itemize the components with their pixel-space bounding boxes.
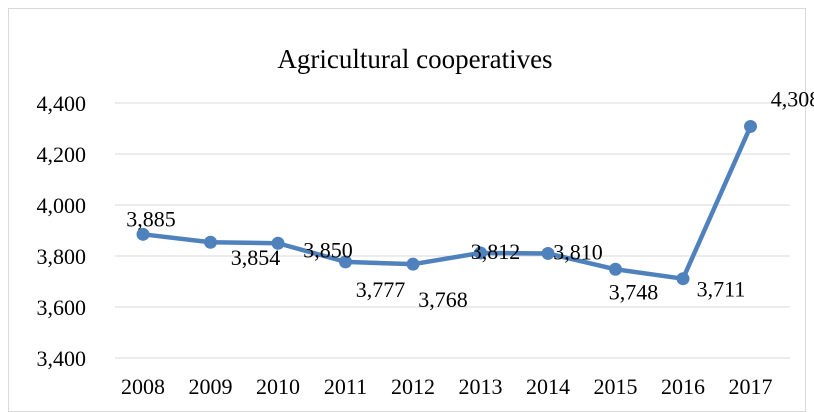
data-point [744,119,757,133]
y-tick-label: 4,400 [37,91,87,116]
data-points [136,119,757,286]
data-label: 3,812 [471,239,521,264]
chart-frame [8,8,806,412]
data-label: 3,768 [418,287,468,312]
gridlines [115,102,790,359]
y-axis-tick-labels: 3,400 3,600 3,800 4,000 4,200 4,400 [37,91,87,371]
y-tick-label: 3,800 [37,244,87,269]
y-tick-label: 3,400 [37,346,87,371]
x-tick-label: 2014 [526,374,570,399]
data-label: 4,308 [771,86,814,111]
data-label: 3,885 [126,206,176,231]
series-line [140,124,753,281]
data-point [676,272,690,286]
x-tick-label: 2009 [189,374,233,399]
data-label: 3,711 [697,277,746,302]
x-tick-label: 2010 [256,374,300,399]
x-axis-tick-labels: 2008 2009 2010 2011 2012 2013 2014 2015 2016 2017 [121,374,773,399]
data-point [541,246,555,260]
data-point [406,257,420,271]
data-point [474,246,487,260]
data-label: 3,777 [356,277,406,302]
x-tick-label: 2017 [729,374,773,399]
data-point [204,235,217,249]
data-point [609,262,622,276]
data-label: 3,854 [231,245,281,270]
data-label: 3,850 [303,237,353,262]
y-tick-label: 4,000 [37,193,87,218]
data-point [339,255,352,269]
data-label: 3,810 [553,239,603,264]
data-point [136,227,150,241]
x-tick-label: 2012 [391,374,435,399]
chart-title: Agricultural cooperatives [277,44,552,74]
x-tick-label: 2016 [661,374,705,399]
x-tick-label: 2013 [459,374,503,399]
y-tick-label: 3,600 [37,295,87,320]
x-tick-label: 2008 [121,374,165,399]
x-tick-label: 2015 [594,374,638,399]
data-point [271,236,285,250]
series-layer [140,124,753,281]
x-tick-label: 2011 [324,374,367,399]
data-label: 3,748 [609,279,659,304]
y-tick-label: 4,200 [37,142,87,167]
